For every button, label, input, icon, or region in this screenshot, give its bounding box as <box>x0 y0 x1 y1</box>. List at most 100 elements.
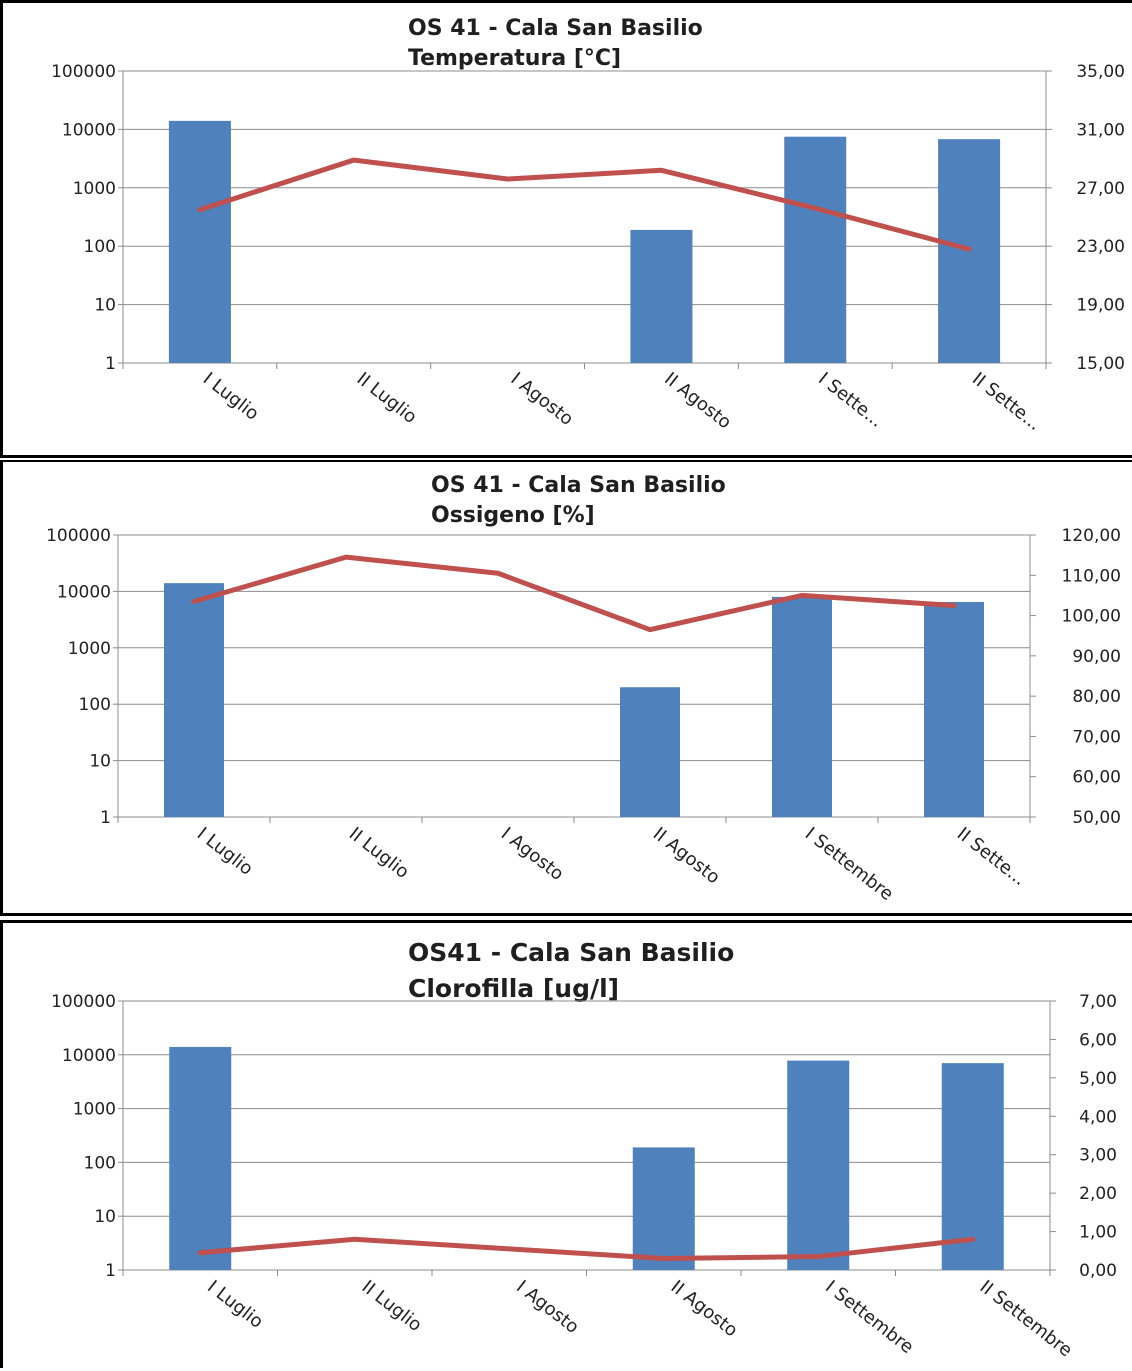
right-axis-tick-label: 90,00 <box>1072 647 1121 667</box>
chart-panel-ossigeno: OS 41 - Cala San Basilio Ossigeno [%] 1000… <box>0 460 1132 916</box>
category-label: II Sette... <box>968 368 1045 435</box>
category-label: I Agosto <box>507 368 578 430</box>
right-axis-tick-label: 27,00 <box>1076 179 1125 199</box>
chart-subtitle: Temperatura [°C] <box>408 46 621 71</box>
right-axis-tick-label: 0,00 <box>1079 1261 1117 1281</box>
category-label: I Luglio <box>199 368 263 424</box>
right-axis-tick-label: 15,00 <box>1076 354 1125 374</box>
chart-panel-temperatura: OS 41 - Cala San Basilio Temperatura [°C]… <box>0 0 1132 458</box>
left-axis-tick-label: 10 <box>94 1207 116 1227</box>
left-axis-tick-label: 100000 <box>51 62 116 82</box>
right-axis-tick-label: 23,00 <box>1076 237 1125 257</box>
bar <box>630 229 693 363</box>
right-axis-tick-label: 100,00 <box>1062 607 1121 627</box>
chart-panel-clorofilla: OS41 - Cala San Basilio Clorofilla [ug/l]… <box>0 920 1132 1368</box>
line-series <box>197 157 972 252</box>
right-axis-tick-label: 7,00 <box>1079 992 1117 1012</box>
left-axis-tick-label: 100 <box>79 695 111 715</box>
right-axis-tick-label: 3,00 <box>1079 1146 1117 1166</box>
line-point <box>508 1247 511 1250</box>
category-label: II Luglio <box>358 1276 426 1336</box>
line-point <box>506 178 509 181</box>
category-label: II Luglio <box>353 368 421 428</box>
bar <box>941 1063 1004 1270</box>
chart-subtitle: Ossigeno [%] <box>431 503 595 528</box>
line-point <box>193 600 195 603</box>
bar <box>784 136 847 363</box>
chart-title: OS 41 - Cala San Basilio <box>431 473 726 498</box>
line-point <box>198 208 201 211</box>
left-axis-tick-label: 10000 <box>62 120 116 140</box>
line-point <box>662 1257 665 1260</box>
category-label: I Luglio <box>193 823 257 879</box>
bar <box>924 601 984 817</box>
right-axis-tick-label: 60,00 <box>1072 768 1121 788</box>
left-axis-tick-label: 1 <box>105 354 116 374</box>
category-label: II Agosto <box>667 1276 742 1341</box>
left-axis-tick-label: 1000 <box>68 639 111 659</box>
category-label: II Agosto <box>660 368 735 433</box>
line-point <box>968 248 971 251</box>
line-series <box>197 1236 976 1261</box>
line-point <box>801 594 803 597</box>
left-axis-tick-label: 100000 <box>51 992 116 1012</box>
line-point <box>660 169 663 172</box>
right-axis-tick-label: 6,00 <box>1079 1030 1117 1050</box>
category-label: I Settembre <box>821 1276 917 1358</box>
line-point <box>497 572 499 575</box>
line-point <box>814 207 817 210</box>
category-label: II Luglio <box>345 823 413 883</box>
left-axis-tick-label: 1000 <box>73 179 116 199</box>
line-point <box>345 556 347 559</box>
line-point <box>199 1251 202 1254</box>
left-axis-tick-label: 10 <box>89 752 111 772</box>
right-axis-tick-label: 35,00 <box>1076 62 1125 82</box>
left-axis-tick-label: 10000 <box>62 1046 116 1066</box>
line-point <box>353 1238 356 1241</box>
left-axis-tick-label: 1 <box>100 808 111 828</box>
right-axis-tick-label: 110,00 <box>1062 566 1121 586</box>
left-axis-tick-label: 10000 <box>57 582 111 602</box>
left-axis-tick-label: 100 <box>84 1153 116 1173</box>
category-label: II Sette... <box>953 823 1030 890</box>
chart-temperatura: OS 41 - Cala San Basilio Temperatura [°C]… <box>51 16 1125 435</box>
chart-ossigeno: OS 41 - Cala San Basilio Ossigeno [%] 1000… <box>46 473 1121 905</box>
category-label: I Luglio <box>203 1276 267 1332</box>
right-axis-tick-label: 1,00 <box>1079 1223 1117 1243</box>
line-series <box>191 554 957 633</box>
right-axis-tick-label: 80,00 <box>1072 687 1121 707</box>
left-axis-tick-label: 100 <box>84 237 116 257</box>
category-label: I Agosto <box>512 1276 583 1338</box>
chart-title: OS41 - Cala San Basilio <box>408 938 734 967</box>
right-axis-tick-label: 31,00 <box>1076 120 1125 140</box>
left-axis-tick-label: 1 <box>105 1261 116 1281</box>
bar <box>620 687 680 817</box>
category-label: II Settembre <box>976 1276 1076 1361</box>
chart-subtitle: Clorofilla [ug/l] <box>408 974 619 1003</box>
bar <box>168 120 231 363</box>
left-axis-tick-label: 10 <box>94 296 116 316</box>
right-axis-tick-label: 4,00 <box>1079 1107 1117 1127</box>
category-label: I Agosto <box>497 823 568 885</box>
left-axis-tick-label: 100000 <box>46 526 111 546</box>
line-point <box>817 1255 820 1258</box>
bar <box>164 583 224 817</box>
right-axis-tick-label: 50,00 <box>1072 808 1121 828</box>
right-axis-tick-label: 19,00 <box>1076 296 1125 316</box>
right-axis-tick-label: 120,00 <box>1062 526 1121 546</box>
line-point <box>953 604 955 607</box>
line-point <box>352 159 355 162</box>
chart-title: OS 41 - Cala San Basilio <box>408 16 703 41</box>
right-axis-tick-label: 70,00 <box>1072 727 1121 747</box>
line-point <box>649 628 651 631</box>
category-label: I Sette... <box>814 368 887 431</box>
bar <box>787 1060 850 1270</box>
line-point <box>971 1238 974 1241</box>
right-axis-tick-label: 2,00 <box>1079 1184 1117 1204</box>
bar <box>169 1046 232 1270</box>
category-label: I Settembre <box>801 823 897 905</box>
category-label: II Agosto <box>649 823 724 888</box>
bar <box>772 596 832 817</box>
left-axis-tick-label: 1000 <box>73 1100 116 1120</box>
bar <box>632 1147 695 1270</box>
